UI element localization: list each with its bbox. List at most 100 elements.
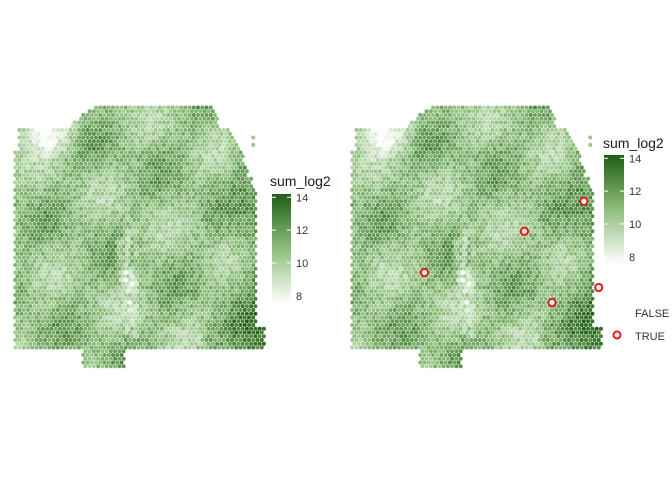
spot-left (79, 184, 84, 189)
spot-right (475, 146, 480, 151)
spot-left (198, 154, 203, 159)
spot-left (17, 233, 22, 237)
spot-left (102, 233, 107, 237)
spot-right (554, 150, 559, 155)
spot-left (164, 244, 169, 249)
spot-right (511, 173, 516, 177)
spot-left (15, 214, 20, 219)
spot-right (397, 203, 401, 207)
spot-left (23, 341, 28, 346)
spot-left (238, 338, 243, 342)
spot-left (153, 173, 158, 177)
spot-left (40, 154, 45, 159)
spot-right (511, 188, 516, 192)
spot-left (176, 266, 181, 271)
spot-right (513, 161, 518, 166)
colorbar-tick-label-left: 8 (296, 291, 302, 303)
spot-left (198, 326, 203, 331)
spot-right (375, 210, 380, 215)
spot-right (443, 188, 448, 192)
spot-left (102, 248, 107, 252)
spot-left (115, 188, 120, 192)
spot-left (172, 199, 177, 204)
spot-right (520, 128, 525, 132)
spot-right (499, 195, 503, 200)
spot-left (251, 210, 256, 215)
spot-left (174, 188, 179, 192)
spot-left (215, 131, 220, 136)
spot-left (230, 300, 234, 305)
spot-left (115, 203, 120, 207)
spot-right (473, 203, 478, 207)
spot-left (130, 266, 135, 271)
spot-left (111, 240, 115, 245)
spot-right (543, 169, 548, 174)
spot-right (533, 165, 537, 170)
spot-left (253, 244, 258, 249)
spot-left (81, 218, 86, 222)
spot-right (533, 158, 537, 162)
spot-left (136, 195, 141, 200)
spot-left (60, 315, 64, 320)
spot-left (96, 251, 101, 256)
spot-left (21, 300, 26, 305)
spot-left (140, 330, 145, 335)
spot-right (539, 131, 544, 136)
spot-left (34, 128, 39, 132)
spot-right (558, 135, 563, 140)
spot-left (72, 195, 77, 200)
spot-right (558, 180, 563, 185)
spot-left (145, 218, 149, 222)
spot-left (157, 240, 162, 245)
spot-left (104, 116, 109, 121)
spot-left (74, 199, 79, 204)
spot-left (43, 218, 47, 222)
spot-right (505, 206, 510, 211)
spot-left (81, 165, 86, 170)
spot-left (32, 161, 37, 166)
spot-right (428, 199, 433, 204)
spot-left (123, 210, 128, 215)
spot-left (166, 195, 171, 200)
spot-left (170, 135, 175, 140)
spot-left (208, 143, 213, 147)
spot-left (40, 326, 45, 331)
spot-left (234, 233, 239, 237)
spot-left (202, 334, 207, 339)
spot-right (554, 188, 559, 192)
spot-left (91, 124, 96, 129)
spot-right (399, 191, 404, 196)
spot-right (482, 188, 486, 192)
spot-right (358, 165, 363, 170)
spot-left (219, 161, 224, 166)
spot-left (43, 293, 47, 297)
spot-left (204, 210, 209, 215)
spot-left (28, 326, 33, 331)
spot-right (462, 109, 467, 114)
spot-right (435, 120, 440, 125)
spot-left (153, 255, 158, 260)
spot-right (426, 158, 431, 162)
spot-right (558, 203, 563, 207)
spot-left (104, 236, 109, 241)
spot-left (179, 338, 183, 342)
spot-left (132, 225, 137, 230)
spot-left (53, 131, 58, 136)
spot-right (420, 124, 425, 129)
spot-left (232, 161, 237, 166)
spot-left (111, 338, 115, 342)
spot-right (564, 139, 569, 144)
spot-right (505, 161, 510, 166)
spot-left (130, 154, 135, 159)
spot-left (81, 188, 86, 192)
spot-left (172, 259, 177, 264)
spot-left (96, 131, 101, 136)
spot-left (87, 221, 92, 226)
spot-right (537, 150, 542, 155)
spot-left (85, 165, 90, 170)
spot-left (232, 236, 237, 241)
spot-left (55, 330, 60, 335)
spot-left (23, 251, 28, 256)
spot-left (240, 191, 245, 196)
spot-left (223, 304, 228, 309)
